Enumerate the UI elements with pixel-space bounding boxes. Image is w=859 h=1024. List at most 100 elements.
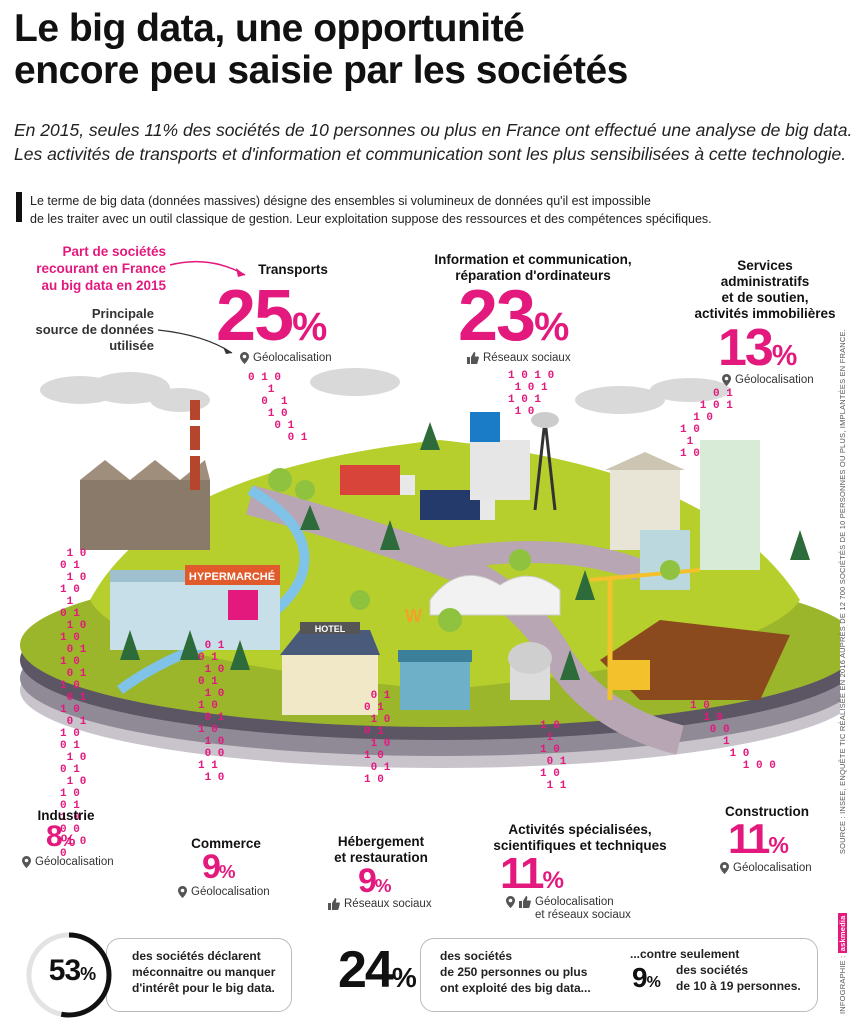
sector-source-activites: Géolocalisation et réseaux sociaux <box>506 896 631 922</box>
info-pct-unit: % <box>534 305 570 349</box>
stat1-number: 53 <box>48 954 81 987</box>
greenhouse <box>429 574 561 616</box>
stat1-line-3: d'intérêt pour le big data. <box>132 981 275 995</box>
hypermarche-building: HYPERMARCHÉ <box>110 565 280 650</box>
services-name-line-3: et de soutien, <box>721 290 809 305</box>
sector-name-services: Services administratifs et de soutien, a… <box>680 258 850 322</box>
stat3-number: 9 <box>632 962 648 993</box>
stat23-box <box>420 938 818 1012</box>
hebergement-name-line-2: et restauration <box>334 850 428 865</box>
info-source-label: Réseaux sociaux <box>483 352 571 364</box>
location-pin-icon <box>178 886 187 898</box>
legend-share: Part de sociétés recourant en France au … <box>20 243 166 294</box>
activites-source-line-1: Géolocalisation <box>535 896 614 908</box>
binary-stream-industrie: 1 0 0 1 1 0 1 0 1 0 1 1 0 1 0 0 1 1 0 0 … <box>60 548 87 860</box>
sector-source-construction: Géolocalisation <box>720 862 812 874</box>
commerce-source-label: Géolocalisation <box>191 886 270 898</box>
credits-brand: askmedia <box>838 913 847 954</box>
stat3-line-1: des sociétés <box>676 963 749 977</box>
intro-line-1: Le terme de big data (données massives) … <box>30 194 651 208</box>
hypermarche-sign: HYPERMARCHÉ <box>189 570 275 583</box>
binary-stream-construction: 1 0 1 0 0 0 1 1 0 1 0 0 <box>690 700 776 772</box>
stat1-donut <box>26 932 112 1018</box>
hebergement-pct: 9 <box>358 862 377 900</box>
stat1-unit: % <box>80 964 96 984</box>
subtitle: En 2015, seules 11% des sociétés de 10 p… <box>14 118 854 166</box>
location-pin-icon <box>506 896 515 908</box>
hebergement-name-line-1: Hébergement <box>337 834 425 849</box>
sector-name-transports: Transports <box>258 262 328 277</box>
trees <box>120 422 810 680</box>
info-name-line-1: Information et communication, <box>434 252 632 267</box>
binary-stream-services: 0 1 1 0 1 1 0 1 0 1 1 0 <box>680 388 733 460</box>
credits-rotated: INFOGRAPHIE : askmedia SOURCE : INSEE, E… <box>838 329 847 1014</box>
construction-pct: 11 <box>728 815 770 862</box>
sector-value-commerce: 9% <box>202 850 236 884</box>
sector-name-hebergement: Hébergement et restauration <box>325 834 437 866</box>
stat3-line-2: de 10 à 19 personnes. <box>676 979 801 993</box>
stat2-value: 24% <box>338 941 417 999</box>
location-pin-icon <box>240 352 249 364</box>
binary-stream-info: 1 0 1 0 1 0 1 1 0 1 1 0 <box>508 370 555 418</box>
industrie-pct-unit: % <box>60 832 76 850</box>
sector-name-commerce: Commerce <box>191 836 261 851</box>
credits-infographie: INFOGRAPHIE : <box>838 955 847 1014</box>
binary-stream-activites: 1 0 1 1 0 0 1 1 0 1 1 <box>540 720 567 792</box>
sector-value-transports: 25% <box>216 280 327 352</box>
sector-name-construction: Construction <box>725 804 809 819</box>
stat2-unit: % <box>391 962 417 993</box>
sector-source-services: Géolocalisation <box>722 374 814 386</box>
sector-source-info: Réseaux sociaux <box>467 352 571 364</box>
sector-value-industrie: 8% <box>46 822 75 852</box>
sector-source-commerce: Géolocalisation <box>178 886 270 898</box>
office-buildings <box>605 440 760 590</box>
transports-pct: 25 <box>216 276 294 356</box>
hotel-building: HOTEL <box>280 622 380 715</box>
services-pct: 13 <box>718 319 774 377</box>
activites-name-line-1: Activités spécialisées, <box>508 822 652 837</box>
stat1-value: 53% <box>32 954 112 988</box>
services-source-label: Géolocalisation <box>735 374 814 386</box>
intro-text: Le terme de big data (données massives) … <box>30 192 790 228</box>
info-name-line-2: réparation d'ordinateurs <box>455 268 611 283</box>
activites-source-label: Géolocalisation et réseaux sociaux <box>535 896 631 922</box>
hotel-sign: HOTEL <box>315 624 346 634</box>
transports-source-label: Géolocalisation <box>253 352 332 364</box>
construction-pct-unit: % <box>768 832 789 858</box>
island-illustration: HYPERMARCHÉ HOTEL W <box>20 368 840 768</box>
stat1-text: des sociétés déclarent méconnaitre ou ma… <box>132 948 290 996</box>
stat2-number: 24 <box>338 941 394 999</box>
legend-source-line-1: Principale <box>91 306 154 321</box>
stat3-text: des sociétés de 10 à 19 personnes. <box>676 962 816 994</box>
binary-stream-transports: 0 1 0 1 0 1 1 0 0 1 0 1 <box>248 372 308 444</box>
thumbs-up-icon <box>467 352 479 364</box>
stat2-line-2: de 250 personnes ou plus <box>440 965 588 979</box>
stat1-line-2: méconnaitre ou manquer <box>132 965 276 979</box>
trucks <box>340 465 495 520</box>
stat2-text: des sociétés de 250 personnes ou plus on… <box>440 948 608 996</box>
subtitle-line-1: En 2015, seules 11% des sociétés de 10 p… <box>14 120 853 140</box>
sector-source-transports: Géolocalisation <box>240 352 332 364</box>
telecom-building <box>470 412 559 511</box>
stat1-box <box>106 938 292 1012</box>
sector-value-services: 13% <box>718 322 797 374</box>
page-title: Le big data, une opportunité encore peu … <box>14 8 774 92</box>
sector-name-industrie: Industrie <box>37 808 95 823</box>
thumbs-up-icon <box>519 896 531 908</box>
sector-source-hebergement: Réseaux sociaux <box>328 898 432 910</box>
services-name-line-2: administratifs <box>720 274 810 289</box>
location-pin-icon <box>722 374 731 386</box>
stat3-unit: % <box>646 974 661 991</box>
construction-source-label: Géolocalisation <box>733 862 812 874</box>
location-pin-icon <box>22 856 31 868</box>
construction-site <box>589 568 790 700</box>
sector-value-construction: 11% <box>728 818 789 860</box>
stat2-line-1: des sociétés <box>440 949 513 963</box>
services-name-line-4: activités immobilières <box>694 306 836 321</box>
stat1-line-1: des sociétés déclarent <box>132 949 261 963</box>
activites-name-line-2: scientifiques et techniques <box>493 838 667 853</box>
industrie-pct: 8 <box>46 820 63 853</box>
legend-share-line-2: recourant en France <box>36 261 166 276</box>
restaurant-building: W <box>398 606 472 710</box>
info-pct: 23 <box>458 276 536 356</box>
